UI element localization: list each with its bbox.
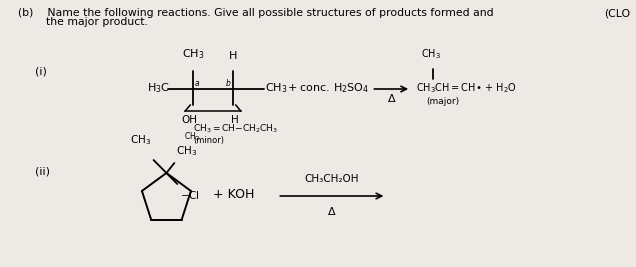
Text: OH: OH — [181, 115, 197, 125]
Text: the major product.: the major product. — [18, 17, 148, 27]
Text: CH$_3$: CH$_3$ — [182, 47, 204, 61]
Text: a: a — [195, 78, 200, 88]
Text: (major): (major) — [426, 97, 459, 107]
Text: Δ: Δ — [387, 94, 395, 104]
Text: H: H — [231, 115, 238, 125]
Text: (CLO: (CLO — [604, 8, 630, 18]
Text: CH$_3$$=$CH$-$CH$_2$CH$_3$: CH$_3$$=$CH$-$CH$_2$CH$_3$ — [193, 123, 278, 135]
Text: H: H — [228, 51, 237, 61]
Text: (b)    Name the following reactions. Give all possible structures of products fo: (b) Name the following reactions. Give a… — [18, 8, 494, 18]
Text: (ii): (ii) — [35, 167, 50, 177]
Text: CH$_3$CH$=$CH$\bullet$ + H$_2$O: CH$_3$CH$=$CH$\bullet$ + H$_2$O — [416, 81, 517, 95]
Text: CH₃CH₂OH: CH₃CH₂OH — [305, 174, 359, 184]
Text: Δ: Δ — [328, 207, 336, 217]
Text: CH$_3$: CH$_3$ — [176, 144, 198, 158]
Text: CH$_2$: CH$_2$ — [184, 131, 200, 143]
Text: (i): (i) — [35, 67, 46, 77]
Text: CH$_3$: CH$_3$ — [130, 133, 151, 147]
Text: H$_3$C: H$_3$C — [147, 81, 170, 95]
Text: + KOH: + KOH — [213, 187, 254, 201]
Text: CH$_3$: CH$_3$ — [265, 81, 288, 95]
Text: $-$Cl: $-$Cl — [180, 189, 200, 201]
Text: CH$_3$: CH$_3$ — [421, 47, 441, 61]
Text: b: b — [226, 78, 231, 88]
Text: + conc. H$_2$SO$_4$: + conc. H$_2$SO$_4$ — [287, 81, 370, 95]
Text: (minor): (minor) — [193, 136, 224, 146]
